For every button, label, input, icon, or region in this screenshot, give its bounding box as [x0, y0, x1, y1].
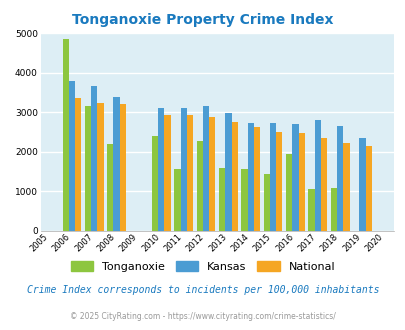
Bar [308, 189, 314, 231]
Bar [97, 103, 103, 231]
Text: © 2025 CityRating.com - https://www.cityrating.com/crime-statistics/: © 2025 CityRating.com - https://www.city… [70, 312, 335, 321]
Bar [247, 123, 253, 231]
Bar [151, 136, 158, 231]
Bar [91, 86, 97, 231]
Bar [202, 106, 209, 231]
Bar [113, 97, 119, 231]
Bar [343, 144, 349, 231]
Bar [68, 81, 75, 231]
Bar [186, 115, 193, 231]
Bar [358, 138, 365, 231]
Text: Crime Index corresponds to incidents per 100,000 inhabitants: Crime Index corresponds to incidents per… [27, 285, 378, 295]
Bar [209, 117, 215, 231]
Bar [263, 174, 269, 231]
Bar [320, 138, 326, 231]
Bar [107, 144, 113, 231]
Bar [365, 146, 371, 231]
Bar [275, 132, 282, 231]
Bar [314, 120, 320, 231]
Bar [180, 108, 186, 231]
Bar [231, 122, 237, 231]
Bar [298, 133, 304, 231]
Bar [158, 108, 164, 231]
Bar [292, 124, 298, 231]
Bar [253, 127, 260, 231]
Bar [218, 168, 225, 231]
Legend: Tonganoxie, Kansas, National: Tonganoxie, Kansas, National [66, 256, 339, 276]
Bar [269, 123, 275, 231]
Bar [85, 106, 91, 231]
Bar [75, 98, 81, 231]
Bar [119, 104, 126, 231]
Bar [62, 39, 68, 231]
Bar [286, 154, 292, 231]
Bar [164, 115, 170, 231]
Bar [330, 188, 336, 231]
Text: Tonganoxie Property Crime Index: Tonganoxie Property Crime Index [72, 13, 333, 27]
Bar [225, 113, 231, 231]
Bar [336, 126, 343, 231]
Bar [174, 169, 180, 231]
Bar [196, 141, 202, 231]
Bar [241, 169, 247, 231]
